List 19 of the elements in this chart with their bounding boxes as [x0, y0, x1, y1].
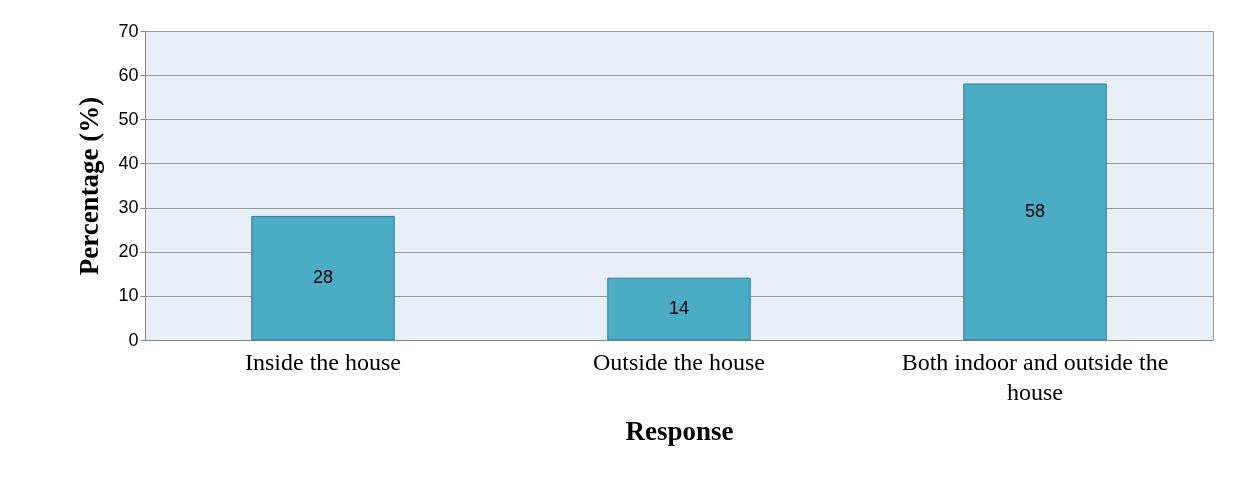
y-tick-label: 30: [118, 197, 139, 218]
y-tick-label: 40: [118, 152, 139, 173]
data-label: 58: [1024, 200, 1046, 221]
bar: [963, 83, 1107, 341]
bar: [251, 215, 395, 341]
y-axis-title: Percentage (%): [74, 96, 105, 276]
x-tick-label: Inside the house: [245, 348, 401, 375]
data-label: 28: [312, 267, 334, 288]
y-tick-label: 60: [118, 64, 139, 85]
y-tick-label: 0: [128, 329, 139, 350]
y-tick-label: 20: [118, 241, 139, 262]
y-tick-label: 50: [118, 108, 139, 129]
x-tick-label: Both indoor and outside the house: [901, 348, 1169, 405]
x-axis-title: Response: [625, 415, 734, 446]
x-tick-label: Outside the house: [593, 348, 765, 375]
data-label: 14: [668, 298, 690, 319]
y-tick-label: 70: [118, 20, 139, 41]
bar: [607, 277, 751, 341]
y-tick-label: 10: [118, 285, 139, 306]
